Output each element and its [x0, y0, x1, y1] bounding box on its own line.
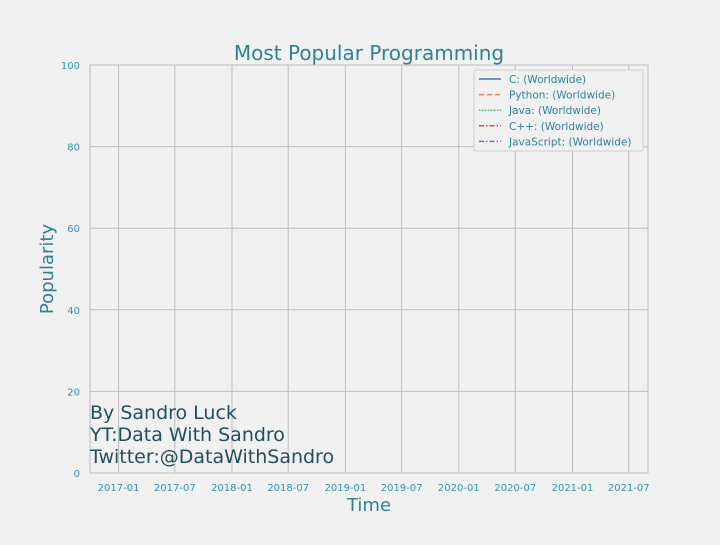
annotation-line: Twitter:@DataWithSandro — [89, 446, 334, 468]
y-tick-label: 60 — [67, 224, 80, 235]
legend-label: Python: (Worldwide) — [509, 90, 615, 102]
legend-box — [473, 69, 644, 152]
y-tick-label: 100 — [61, 61, 80, 72]
watermark-annotation: By Sandro Luck YT:Data With Sandro Twitt… — [89, 402, 334, 468]
x-tick-label: 2018-01 — [211, 483, 253, 494]
annotation-line: YT:Data With Sandro — [89, 424, 285, 446]
y-tick-label: 40 — [67, 306, 80, 317]
y-tick-label: 0 — [74, 469, 80, 480]
plot-frame — [89, 64, 649, 474]
chart-title: Most Popular Programming — [234, 41, 504, 65]
x-tick-labels: 2017-01 2017-07 2018-01 2018-07 2019-01 2019-… — [98, 483, 650, 494]
x-tick-label: 2019-01 — [324, 483, 366, 494]
x-tick-label: 2018-07 — [267, 483, 309, 494]
x-tick-label: 2020-01 — [438, 483, 480, 494]
legend-label: JavaScript: (Worldwide) — [508, 136, 631, 148]
legend-label: Java: (Worldwide) — [508, 105, 601, 117]
x-axis-label: Time — [346, 495, 391, 516]
annotation-line: By Sandro Luck — [90, 402, 237, 424]
x-tick-label: 2019-07 — [381, 483, 423, 494]
y-tick-labels: 0 20 40 60 80 100 — [61, 61, 80, 480]
y-tick-label: 80 — [67, 143, 80, 154]
y-axis-label: Popularity — [37, 224, 58, 315]
y-tick-label: 20 — [67, 387, 80, 398]
x-tick-label: 2017-07 — [154, 483, 196, 494]
legend: C: (Worldwide) Python: (Worldwide) Java: (… — [473, 69, 644, 152]
x-tick-label: 2017-01 — [98, 483, 140, 494]
legend-label: C: (Worldwide) — [509, 74, 586, 86]
x-tick-label: 2021-01 — [552, 483, 594, 494]
x-tick-label: 2021-07 — [608, 483, 650, 494]
legend-label: C++: (Worldwide) — [509, 121, 604, 133]
x-tick-label: 2020-07 — [494, 483, 536, 494]
